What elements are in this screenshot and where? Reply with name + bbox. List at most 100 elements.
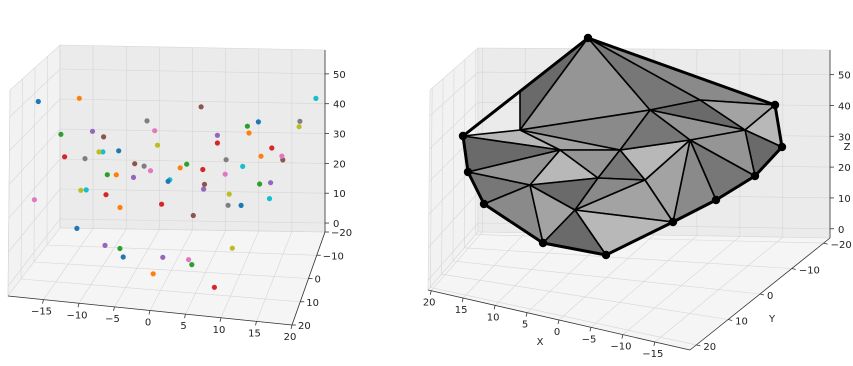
scatter-point (229, 245, 235, 251)
x-tick-mark (493, 305, 496, 310)
scatter-point (222, 171, 228, 177)
hull-vertex (770, 100, 780, 110)
grid-line (429, 71, 831, 117)
scatter-point (102, 242, 108, 248)
z-tick-label: 40 (838, 101, 851, 112)
x-tick-mark (42, 299, 44, 304)
x-tick-mark (113, 306, 115, 311)
x-tick-mark (219, 317, 222, 322)
grid-line (475, 49, 824, 244)
z-tick-label: 20 (333, 159, 346, 170)
grid-line (441, 78, 729, 320)
hull-3d-panel: 20151050−5−10−15−20−100102001020304050XY… (423, 33, 852, 360)
scatter-point (117, 245, 123, 252)
grid-line (33, 67, 309, 279)
scatter-point (120, 254, 126, 260)
x-tick-label: 10 (487, 312, 500, 323)
x-tick-mark (589, 327, 592, 332)
x-tick-label: 5 (522, 320, 528, 331)
hull-vertex (583, 33, 593, 43)
scatter-point (83, 187, 89, 193)
x-tick-label: 0 (145, 318, 151, 329)
scatter-point (103, 192, 109, 198)
y-tick-mark (791, 268, 796, 270)
scatter-point (177, 165, 183, 171)
scatter-point (144, 118, 150, 124)
x-axis-label: X (537, 337, 544, 348)
x-tick-mark (255, 321, 257, 326)
x-tick-label: 10 (213, 325, 226, 336)
scatter-point (255, 119, 261, 125)
scatter-point (214, 140, 220, 146)
scatter-point (240, 163, 246, 169)
x-tick-label: −15 (31, 307, 52, 318)
scatter-point (141, 163, 147, 169)
scatter-point (279, 153, 285, 159)
scatter-point (116, 148, 122, 154)
scatter-point (184, 161, 190, 167)
x-tick-mark (621, 334, 624, 339)
y-tick-label: 20 (298, 321, 311, 332)
hull-vertex (601, 250, 611, 260)
scatter-point (225, 202, 231, 208)
y-tick-mark (728, 319, 733, 321)
scatter-point (152, 128, 158, 134)
scatter-point (238, 202, 244, 208)
scatter-point (147, 168, 154, 174)
scatter-point (130, 174, 137, 180)
z-tick-label: 0 (838, 225, 844, 236)
z-axis-label: Z (844, 142, 851, 153)
x-tick-label: 0 (554, 327, 560, 338)
x-tick-mark (557, 319, 560, 325)
scatter-point (82, 156, 88, 162)
x-tick-label: 20 (284, 332, 297, 343)
scatter-point (154, 142, 161, 148)
grid-line (46, 56, 317, 256)
scatter-point (198, 104, 204, 110)
y-axis-label: Y (768, 314, 776, 325)
scatter-point (201, 186, 207, 192)
x-tick-label: −5 (105, 314, 120, 325)
hull-vertex (777, 142, 787, 152)
scatter-point (159, 201, 165, 207)
scatter-point (150, 271, 156, 277)
x-tick-label: 15 (248, 328, 261, 339)
x-tick-mark (653, 341, 656, 347)
x-tick-label: 15 (455, 305, 468, 316)
x-tick-mark (290, 324, 293, 330)
scatter-point (101, 134, 107, 140)
scatter-point (76, 95, 82, 101)
scatter-point (96, 149, 102, 155)
scatter-point (186, 257, 192, 263)
y-tick-label: −10 (799, 266, 820, 277)
hull-vertex (458, 131, 468, 141)
scatter-point (117, 204, 123, 211)
y-tick-label: −10 (323, 251, 344, 262)
y-tick-label: 0 (315, 275, 321, 286)
y-tick-label: 0 (767, 291, 773, 302)
grid-line (452, 68, 761, 295)
scatter-point (269, 145, 275, 151)
scatter-point (35, 98, 41, 105)
y-tick-mark (823, 242, 828, 245)
grid-line (464, 59, 792, 269)
y-tick-label: 10 (306, 298, 319, 309)
x-tick-mark (525, 312, 528, 317)
scatter-point (200, 166, 206, 173)
y-tick-mark (696, 344, 701, 347)
scatter-point (214, 132, 220, 138)
grid-line (20, 78, 301, 303)
x-tick-label: −5 (582, 334, 597, 345)
z-tick-label: 50 (838, 71, 851, 82)
scatter-point (189, 262, 195, 268)
scatter-point (190, 212, 196, 219)
hull-vertex (750, 171, 760, 181)
scatter-point (244, 123, 250, 129)
hull-vertex (668, 217, 678, 227)
scatter-point (246, 130, 252, 136)
z-tick-label: 0 (333, 219, 339, 230)
scatter-point (313, 95, 319, 101)
